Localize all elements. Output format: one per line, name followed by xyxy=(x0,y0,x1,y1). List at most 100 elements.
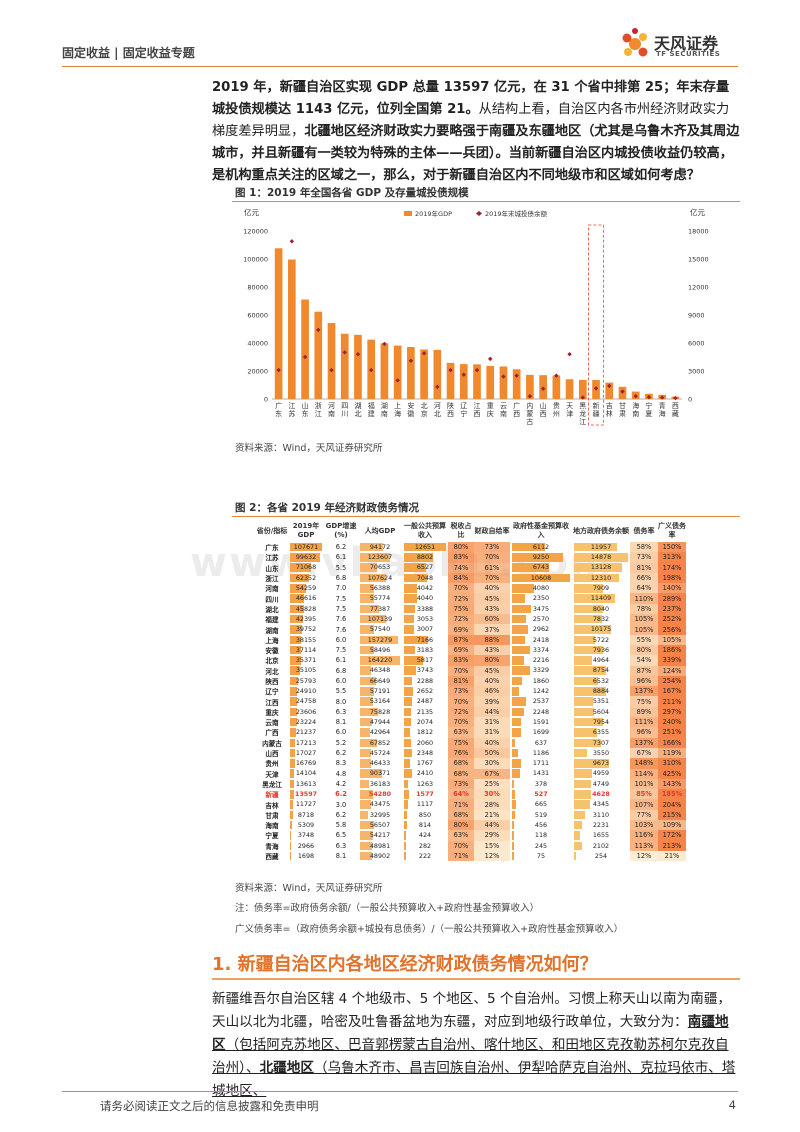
table-cell: 118 xyxy=(510,830,572,840)
province-cell: 广东 xyxy=(265,544,279,553)
table-cell: 12310 xyxy=(572,573,630,583)
page-header: 固定收益 | 固定收益专题 xyxy=(62,46,195,60)
table-cell: 70% xyxy=(448,696,474,707)
table-cell: 48902 xyxy=(358,851,402,861)
table-cell: 105% xyxy=(630,614,658,625)
x-tick-label-char: 西 xyxy=(447,410,454,418)
table-row: 陕西 25793 6.0 66649 2288 81% 40% 1860 6532 96% 254% xyxy=(256,675,686,687)
table-cell: 83% xyxy=(448,552,474,563)
table-cell: 2248 xyxy=(510,707,572,717)
table-cell: 119% xyxy=(658,747,686,759)
y-right-tick-label: 6000 xyxy=(688,340,705,348)
province-cell: 河北 xyxy=(265,667,279,676)
table-cell: 76% xyxy=(448,747,474,759)
x-tick-label-char: 江 xyxy=(288,402,295,410)
table-cell: 252% xyxy=(658,614,686,625)
table-cell: 114% xyxy=(630,768,658,779)
table-row: 吉林 11727 3.0 43475 1117 71% 28% 665 4345 107% 204% xyxy=(256,799,686,810)
table-cell: 54% xyxy=(630,655,658,666)
table-cell: 7.5 xyxy=(335,604,347,613)
table-cell: 3550 xyxy=(572,748,630,758)
table-cell: 123607 xyxy=(358,552,402,562)
province-cell: 北京 xyxy=(265,657,279,666)
debt-point xyxy=(461,372,466,377)
table-cell: 24758 xyxy=(288,696,324,706)
x-tick-label-char: 西 xyxy=(474,410,481,418)
table-cell: 166% xyxy=(658,737,686,748)
province-cell: 新疆 xyxy=(265,791,279,800)
table-cell: 1711 xyxy=(510,758,572,768)
table-cell: 1242 xyxy=(510,686,572,696)
province-cell: 青海 xyxy=(265,842,279,851)
table-cell: 3329 xyxy=(510,666,572,676)
table-cell: 254 xyxy=(572,851,630,861)
table-cell: 81% xyxy=(448,675,474,687)
table-cell: 57191 xyxy=(358,686,402,696)
table-cell: 70% xyxy=(448,583,474,594)
province-cell: 福建 xyxy=(265,616,279,625)
table-cell: 3475 xyxy=(510,604,572,614)
north-xinjiang-detail: （乌鲁木齐市、昌吉回族自治州、伊犁哈萨克自治州、克拉玛依市、塔城地区、 xyxy=(212,1060,736,1099)
x-tick-label-char: 黑 xyxy=(579,402,586,410)
section-title: 1. 新疆自治区内各地区经济财政债务情况如何？ xyxy=(212,954,598,975)
table-cell: 89% xyxy=(630,706,658,718)
province-cell: 江西 xyxy=(265,698,279,707)
table-row: 河北 35105 6.8 46348 3743 70% 45% 3329 8754 87% 124% xyxy=(256,665,686,676)
x-tick-label-char: 东 xyxy=(275,409,282,418)
table-cell: 90371 xyxy=(358,769,402,779)
table-cell: 45% xyxy=(474,665,510,676)
x-tick-label-char: 南 xyxy=(500,409,507,418)
figure2-source: 资料来源：Wind，天风证券研究所 xyxy=(235,883,383,894)
gdp-bar xyxy=(578,379,587,399)
table-cell: 4042 xyxy=(402,583,448,593)
table-cell: 3053 xyxy=(402,614,448,624)
table-cell: 11409 xyxy=(572,593,630,603)
table-cell: 2231 xyxy=(572,820,630,830)
table-cell: 8.3 xyxy=(335,759,347,768)
y-left-tick-label: 0 xyxy=(264,396,268,404)
table-row: 四川 46616 7.5 55774 4040 72% 45% 2350 11409 110% 28… xyxy=(256,593,686,604)
table-row: 天津 14104 4.8 90371 2410 68% 67% 1431 4959 114% 425… xyxy=(256,768,686,779)
table-cell: 313% xyxy=(658,552,686,563)
table-cell: 7936 xyxy=(572,645,630,655)
table-cell: 75% xyxy=(448,737,474,748)
gdp-bar xyxy=(499,366,508,399)
table-cell: 5309 xyxy=(288,820,324,830)
table-cell: 310% xyxy=(658,758,686,769)
table-row: 浙江 62352 6.8 107624 7048 84% 70% 10608 12310 66% 1… xyxy=(256,572,686,584)
gdp-bar xyxy=(407,347,415,399)
debt-point xyxy=(673,395,678,401)
table-cell: 116% xyxy=(630,830,658,841)
table-cell: 11957 xyxy=(572,542,630,552)
table-cell: 1591 xyxy=(510,717,572,727)
table-cell: 46616 xyxy=(288,593,324,603)
table-cell: 8040 xyxy=(572,604,630,614)
table-cell: 7954 xyxy=(572,717,630,727)
table-cell: 6.1 xyxy=(335,553,347,562)
x-tick-label-char: 南 xyxy=(381,409,388,418)
section-text: 新疆维吾尔自治区辖 4 个地级市、5 个地区、5 个自治州。习惯上称天山以南为南… xyxy=(212,991,732,1030)
table-cell: 56388 xyxy=(358,583,402,593)
x-tick-label-char: 贵 xyxy=(553,401,560,410)
table-cell: 240% xyxy=(658,717,686,728)
intro-paragraph: 2019 年，新疆自治区实现 GDP 总量 13597 亿元，在 31 个省中排… xyxy=(212,77,740,187)
table-row: 福建 42395 7.6 107139 3053 72% 60% 2570 7832 105% 25… xyxy=(256,614,686,625)
y-left-tick-label: 60000 xyxy=(247,312,268,320)
highlight-box xyxy=(588,224,605,426)
gdp-bar xyxy=(552,375,561,399)
table-row: 北京 35371 6.1 164220 5817 83% 80% 2216 4964 54% 339… xyxy=(256,655,686,666)
table-cell: 4628 xyxy=(572,789,630,799)
debt-point xyxy=(540,386,546,391)
figure1-source: 资料来源：Wind，天风证券研究所 xyxy=(235,443,383,454)
table-cell: 30% xyxy=(474,758,510,769)
table-cell: 1186 xyxy=(510,748,572,758)
table-cell: 2966 xyxy=(288,841,324,851)
x-tick-label-char: 河 xyxy=(434,402,441,410)
table-cell: 71% xyxy=(448,799,474,810)
province-cell: 吉林 xyxy=(265,801,279,810)
table-row: 江西 24758 8.0 53164 2487 70% 39% 2537 5351 75% 211% xyxy=(256,696,686,707)
table-row: 山东 71068 5.5 70653 6527 74% 61% 6743 13128 81% 174… xyxy=(256,562,686,573)
table-cell: 3743 xyxy=(402,666,448,676)
table-cell: 8.1 xyxy=(335,718,347,727)
debt-point xyxy=(554,373,559,378)
